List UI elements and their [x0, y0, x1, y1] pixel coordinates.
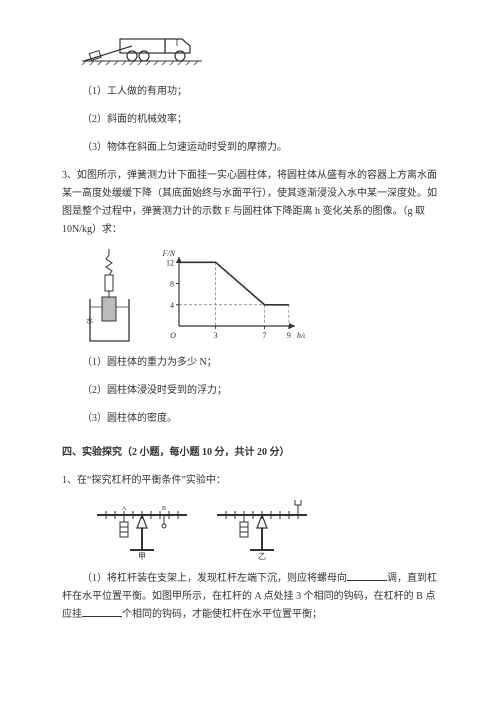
svg-text:O: O [170, 331, 176, 340]
lever-figure-row: A B 甲 乙 [92, 500, 438, 560]
q3-item-3: （3）圆柱体的密度。 [62, 410, 438, 428]
svg-text:F/N: F/N [162, 249, 176, 258]
exp1-item1-prefix: （1）将杠杆装在支架上，发现杠杆左端下沉，则应将螺母向 [82, 573, 347, 584]
svg-text:7: 7 [262, 331, 266, 340]
svg-text:水: 水 [86, 316, 93, 325]
svg-text:12: 12 [166, 258, 174, 267]
svg-text:9: 9 [287, 331, 291, 340]
svg-text:h/cm: h/cm [297, 331, 305, 340]
section4-title: 四、实验探究（2 小题，每小题 10 分，共计 20 分） [62, 444, 438, 462]
q2-item-2: （2）斜面的机械效率； [62, 111, 438, 129]
exp1-intro: 1、在“探究杠杆的平衡条件”实验中： [62, 472, 438, 490]
q3-text: 3、如图所示，弹簧测力计下面挂一实心圆柱体，将圆柱体从盛有水的容器上方离水面某一… [62, 167, 438, 239]
beaker-cylinder-svg: 水 [82, 249, 137, 344]
q2-item-1: （1）工人做的有用功； [62, 83, 438, 101]
svg-text:8: 8 [170, 280, 174, 289]
svg-text:4: 4 [170, 301, 174, 310]
svg-text:A: A [122, 506, 127, 512]
blank-2 [82, 606, 122, 617]
lever-jia-svg: A B 甲 [92, 500, 192, 560]
q3-item-1: （1）圆柱体的重力为多少 N； [62, 354, 438, 372]
svg-text:3: 3 [214, 331, 218, 340]
lever-yi-svg: 乙 [212, 500, 312, 560]
q2-item-3: （3）物体在斜面上匀速运动时受到的摩擦力。 [62, 139, 438, 157]
truck-svg [82, 16, 202, 66]
lever-label-yi: 乙 [258, 552, 266, 560]
q3-item-2: （2）圆柱体浸没时受到的浮力； [62, 382, 438, 400]
truck-incline-figure [82, 16, 438, 73]
q3-figure-row: 水 4 8 12 3 7 9 O F/N h/cm [82, 249, 438, 344]
exp1-item-1: （1）将杠杆装在支架上，发现杠杆左端下沉，则应将螺母向调，直到杠杆在水平位置平衡… [62, 570, 438, 624]
fh-chart: 4 8 12 3 7 9 O F/N h/cm [155, 249, 305, 344]
exp1-item1-mid2: 个相同的钩码，才能使杠杆在水平位置平衡； [122, 609, 322, 620]
blank-1 [347, 570, 387, 581]
svg-text:B: B [162, 506, 166, 512]
lever-label-jia: 甲 [138, 552, 146, 560]
